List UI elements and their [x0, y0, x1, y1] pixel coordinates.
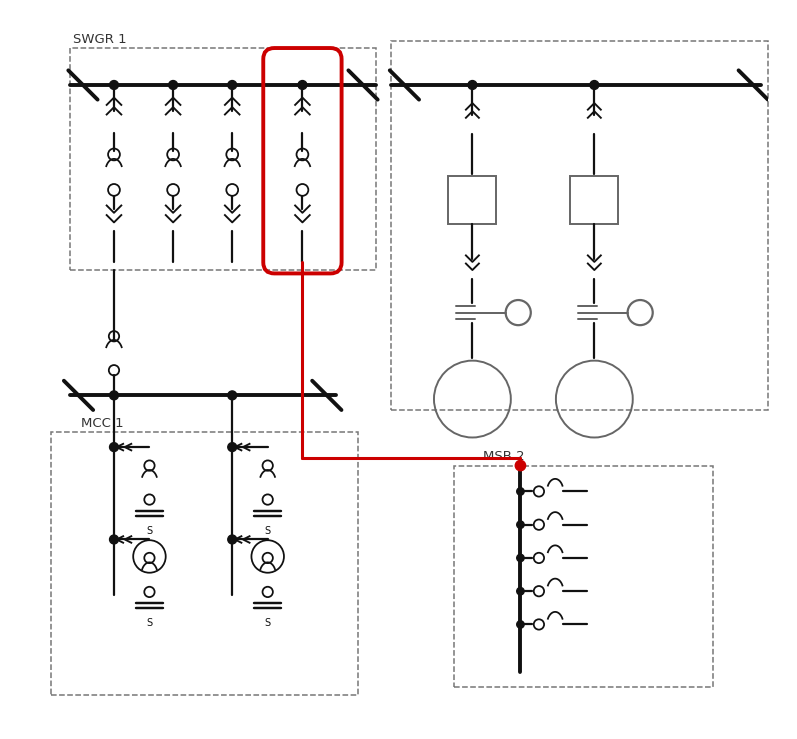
Circle shape — [516, 621, 524, 628]
Circle shape — [228, 391, 237, 400]
Circle shape — [228, 443, 237, 452]
Text: S: S — [147, 525, 152, 536]
Text: S: S — [265, 618, 271, 628]
Circle shape — [298, 81, 307, 89]
Circle shape — [590, 81, 599, 89]
Circle shape — [516, 588, 524, 595]
Circle shape — [169, 81, 178, 89]
Circle shape — [228, 81, 237, 89]
Text: MCC 1: MCC 1 — [80, 417, 124, 430]
Text: S: S — [265, 525, 271, 536]
Text: SWGR 1: SWGR 1 — [73, 33, 127, 46]
Circle shape — [516, 488, 524, 495]
Circle shape — [516, 554, 524, 562]
Circle shape — [468, 81, 477, 89]
Circle shape — [109, 443, 119, 452]
Circle shape — [516, 460, 525, 471]
Circle shape — [109, 391, 119, 400]
Circle shape — [516, 521, 524, 528]
Bar — [571, 176, 618, 223]
Text: S: S — [147, 618, 152, 628]
Circle shape — [228, 535, 237, 544]
Circle shape — [109, 81, 119, 89]
Circle shape — [109, 535, 119, 544]
Bar — [449, 176, 497, 223]
Text: MSB 2: MSB 2 — [484, 450, 525, 463]
